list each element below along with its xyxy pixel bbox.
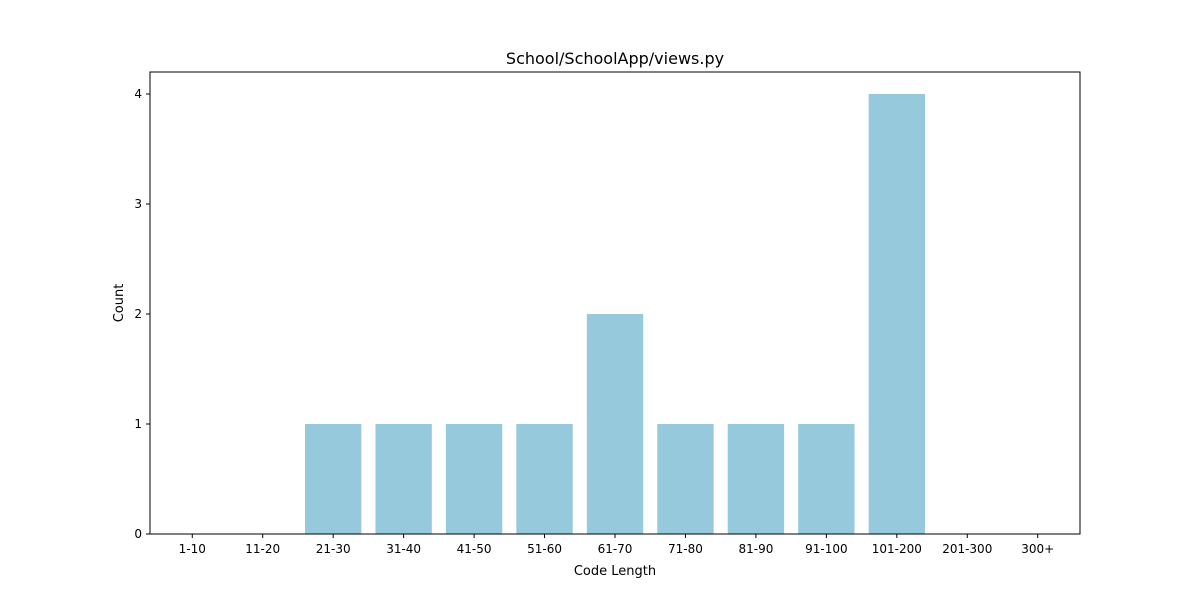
bar-41-50 [445, 424, 503, 534]
y-tick-label: 4 [134, 87, 142, 101]
bar-31-40 [375, 424, 432, 534]
x-tick-label: 51-60 [527, 542, 562, 556]
bar-101-200 [868, 94, 925, 534]
bar-81-90 [727, 424, 785, 534]
bar-51-60 [516, 424, 573, 534]
y-axis-label: Count [112, 284, 127, 323]
y-tick-label: 2 [134, 307, 142, 321]
y-tick-label: 1 [134, 417, 142, 431]
bar-21-30 [305, 424, 362, 534]
plot-area-frame [149, 71, 1081, 535]
x-tick-label: 11-20 [245, 542, 280, 556]
bar-61-70 [586, 314, 644, 534]
bars-layer [305, 94, 925, 534]
chart-title: School/SchoolApp/views.py [506, 49, 724, 68]
x-tick-label: 91-100 [805, 542, 848, 556]
x-axis-label: Code Length [574, 564, 656, 579]
x-tick-label: 21-30 [316, 542, 351, 556]
y-tick-label: 0 [134, 527, 142, 541]
x-tick-label: 61-70 [598, 542, 633, 556]
x-tick-label: 71-80 [668, 542, 703, 556]
x-tick-label: 31-40 [386, 542, 421, 556]
x-tick-label: 81-90 [738, 542, 773, 556]
x-tick-label: 101-200 [872, 542, 922, 556]
bar-71-80 [657, 424, 714, 534]
bar-91-100 [798, 424, 855, 534]
y-tick-label: 3 [134, 197, 142, 211]
x-tick-label: 41-50 [457, 542, 492, 556]
x-tick-label: 300+ [1021, 542, 1054, 556]
ticks-layer: 1-10 11-20 21-30 31-40 41-50 51-60 61-70 71-80 8… [134, 87, 1054, 556]
x-tick-label: 201-300 [942, 542, 992, 556]
x-tick-label: 1-10 [179, 542, 206, 556]
